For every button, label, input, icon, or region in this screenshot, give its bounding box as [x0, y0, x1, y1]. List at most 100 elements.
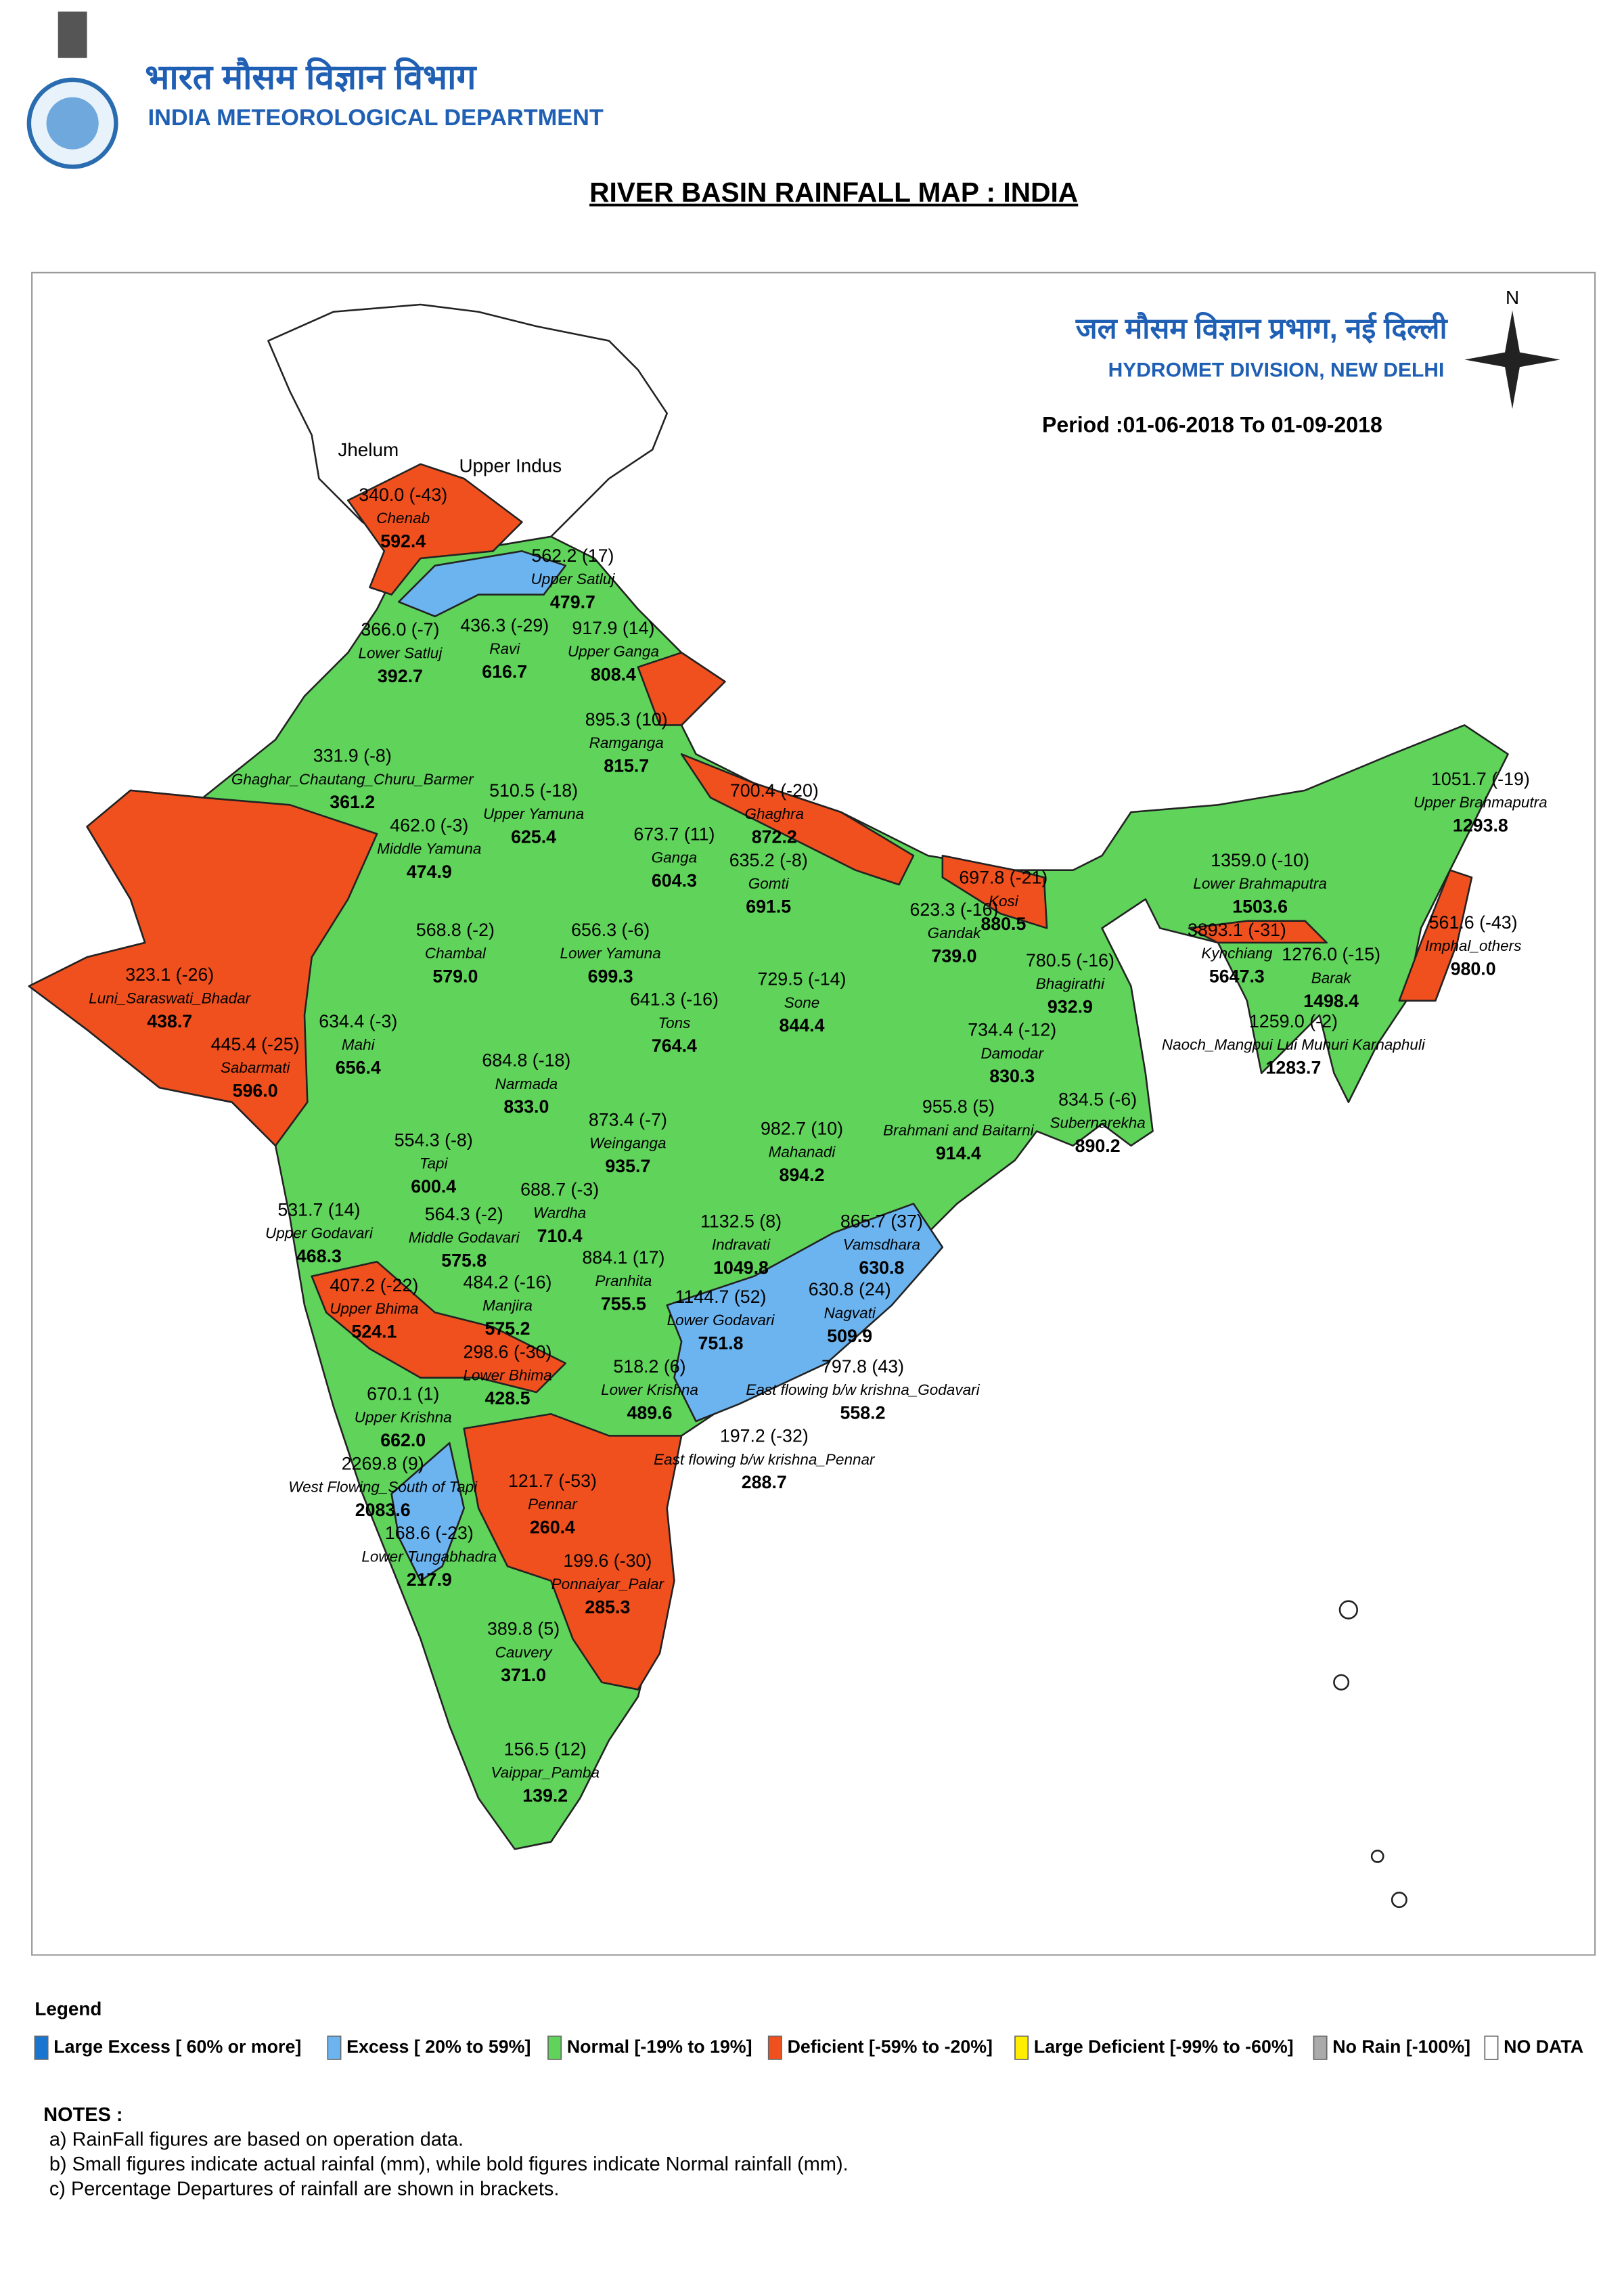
basin-actual: 197.2 (-32): [720, 1426, 809, 1446]
basin-actual: 298.6 (-30): [464, 1341, 552, 1362]
basin-name: Lower Yamuna: [560, 945, 661, 962]
period: Period :01-06-2018 To 01-09-2018: [1042, 412, 1382, 437]
deficient-ghaghra: [680, 753, 915, 886]
basin-name: Ganga: [652, 849, 698, 866]
basin-actual: 199.6 (-30): [563, 1551, 652, 1571]
basin-normal: 830.3: [989, 1066, 1035, 1086]
basin-normal: 392.7: [378, 666, 423, 686]
basin-actual: 323.1 (-26): [125, 964, 214, 985]
basin-normal: 474.9: [407, 862, 452, 882]
island: [1370, 1850, 1384, 1863]
basin-actual: 1144.7 (52): [675, 1287, 767, 1307]
basin-name: Lower Godavari: [667, 1312, 775, 1329]
basin-normal: 371.0: [501, 1665, 546, 1685]
basin-actual: 156.5 (12): [504, 1739, 587, 1760]
basin-name: Upper Yamuna: [483, 805, 584, 822]
legend-title: Legend: [35, 1998, 102, 2019]
basin-normal: 5647.3: [1209, 966, 1265, 986]
basin-actual: 641.3 (-16): [630, 989, 719, 1010]
basin-actual: 554.3 (-8): [394, 1130, 473, 1151]
island: [1333, 1674, 1350, 1691]
basin-name: Upper Satluj: [531, 571, 616, 587]
basin-normal: 808.4: [591, 665, 636, 685]
basin-actual: 873.4 (-7): [589, 1110, 667, 1130]
deficient-chenab: [346, 463, 523, 596]
basin-actual: 656.3 (-6): [571, 920, 650, 940]
basin-normal: 625.4: [511, 827, 556, 847]
basin-name: Upper Bhima: [330, 1300, 418, 1317]
basin-name: Narmada: [495, 1075, 558, 1092]
basin-normal: 575.2: [485, 1318, 531, 1339]
notes-title: NOTES :: [43, 2104, 122, 2126]
basin-actual: 568.8 (-2): [416, 920, 495, 940]
basin-normal: 438.7: [147, 1011, 192, 1031]
basin-normal: 932.9: [1047, 996, 1093, 1017]
basin-name: Chambal: [425, 945, 487, 962]
basin-name: Chenab: [376, 510, 430, 527]
basin-name: Naoch_Mangpui Lui Muhuri Karnaphuli: [1162, 1036, 1426, 1053]
legend-swatch: [1313, 2035, 1328, 2060]
basin-name: Vamsdhara: [843, 1236, 920, 1253]
basin-name: Lower Tungabhadra: [361, 1548, 497, 1565]
basin-actual: 1259.0 (-2): [1249, 1011, 1338, 1031]
legend-label: Large Deficient [-99% to -60%]: [1034, 2036, 1294, 2057]
legend-swatch: [327, 2035, 342, 2060]
basin-name: Nagvati: [824, 1304, 876, 1321]
basin-actual: 510.5 (-18): [489, 780, 578, 801]
basin-actual: 734.4 (-12): [968, 1020, 1056, 1040]
basin-name: Ramganga: [589, 734, 664, 751]
basin-normal: 558.2: [840, 1402, 886, 1423]
basin-actual: 955.8 (5): [922, 1096, 995, 1117]
deficient-kosi: [941, 855, 1048, 929]
basin-name: Lower Bhima: [463, 1367, 551, 1384]
basin-normal: 616.7: [482, 661, 527, 682]
basin-actual: 1051.7 (-19): [1431, 769, 1530, 789]
map-frame: [31, 271, 1596, 1956]
basin-actual: 623.3 (-16): [910, 899, 999, 920]
division-hindi: जल मौसम विज्ञान प्रभाग, नई दिल्ली: [1075, 311, 1449, 345]
deficient-imphal: [1398, 869, 1473, 1002]
basin-name: Gomti: [748, 875, 790, 892]
legend-label: Large Excess [ 60% or more]: [53, 2036, 301, 2057]
basin-normal: 935.7: [605, 1156, 650, 1176]
header-hindi: भारत मौसम विज्ञान विभाग: [145, 57, 477, 96]
basin-name: Sone: [784, 994, 820, 1011]
basin-actual: 561.6 (-43): [1429, 912, 1518, 933]
basin-normal: 361.2: [330, 792, 375, 812]
basin-normal: 604.3: [652, 870, 697, 891]
basin-actual: 407.2 (-22): [330, 1275, 418, 1295]
legend-swatch: [34, 2035, 49, 2060]
basin-normal: 592.4: [380, 531, 426, 552]
basin-name: Manjira: [482, 1297, 533, 1314]
basin-normal: 662.0: [380, 1430, 426, 1450]
basin-actual: 700.4 (-20): [730, 780, 819, 801]
note: b) Small figures indicate actual rainfal…: [49, 2154, 849, 2175]
basin-normal: 980.0: [1451, 959, 1496, 979]
basin-name: Pennar: [528, 1496, 578, 1513]
basin-actual: 3893.1 (-31): [1188, 920, 1286, 940]
basin-name: Upper Ganga: [568, 643, 659, 660]
basin-name: Kynchiang: [1201, 945, 1273, 962]
basin-name: Upper Krishna: [355, 1409, 452, 1426]
basin-actual: 564.3 (-2): [425, 1204, 503, 1224]
basin-name: Ghaghar_Chautang_Churu_Barmer: [231, 771, 474, 788]
basin-actual: 865.7 (37): [840, 1211, 923, 1232]
basin-actual: 531.7 (14): [277, 1199, 360, 1220]
basin-normal: 656.4: [336, 1057, 381, 1077]
basin-normal: 833.0: [503, 1096, 549, 1117]
basin-normal: 691.5: [746, 897, 791, 917]
basin-normal: 872.2: [752, 827, 797, 847]
basin-name: Ravi: [489, 640, 520, 657]
basin-normal: 217.9: [407, 1569, 452, 1590]
basin-normal: 479.7: [550, 592, 595, 612]
basin-normal: 489.6: [627, 1402, 673, 1423]
basin-actual: 1276.0 (-15): [1282, 944, 1380, 964]
basin-normal: 914.4: [936, 1143, 981, 1163]
basin-name: East flowing b/w krishna_Pennar: [654, 1451, 876, 1468]
excess-east-coast: [666, 1203, 944, 1423]
basin-normal: 880.5: [980, 914, 1026, 934]
deficient-kynchiang: [1188, 920, 1328, 944]
basin-normal: 710.4: [537, 1226, 583, 1246]
basin-name: Brahmani and Baitarni: [883, 1121, 1035, 1138]
basin-name: Gandak: [928, 924, 983, 941]
